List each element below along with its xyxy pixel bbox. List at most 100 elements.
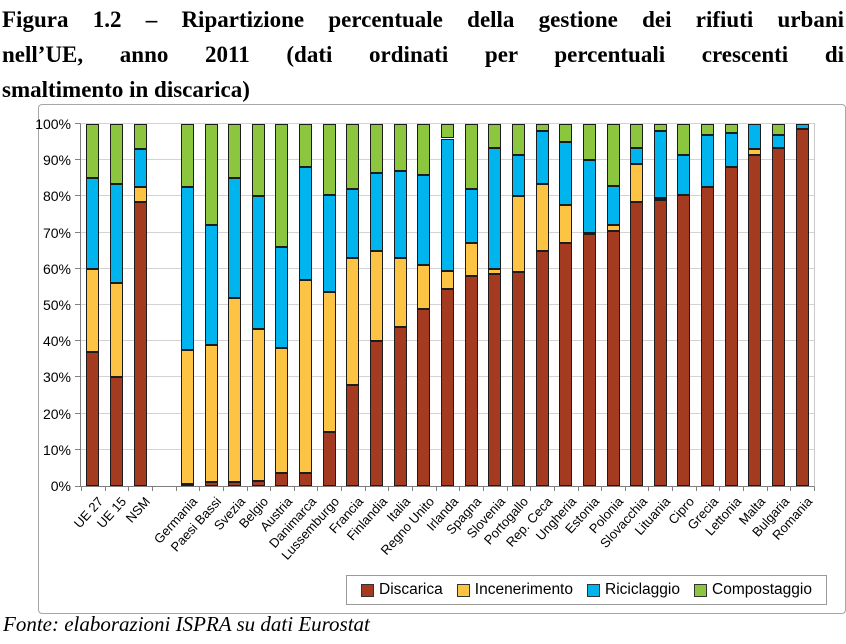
- x-axis-tick: [695, 487, 697, 491]
- bar-segment: [322, 194, 336, 293]
- bar-segment: [606, 124, 620, 186]
- y-axis-tick: [75, 448, 80, 450]
- bar-segment: [180, 484, 194, 486]
- bar-segment: [299, 167, 313, 280]
- y-tick-label: 20%: [42, 405, 71, 422]
- bar-segment: [441, 138, 454, 271]
- y-tick-label: 90%: [42, 152, 71, 169]
- bar-segment: [511, 154, 525, 197]
- bar-segment: [701, 134, 715, 188]
- bar-segment: [582, 160, 596, 233]
- legend-label-riciclaggio: Riciclaggio: [605, 581, 680, 598]
- bar-segment: [582, 234, 596, 486]
- bar-segment: [464, 243, 478, 277]
- bar-segment: [724, 124, 738, 134]
- legend-swatch-riciclaggio: [587, 583, 601, 597]
- bar-segment: [417, 308, 431, 486]
- bar-segment: [370, 172, 384, 251]
- y-axis-tick: [75, 412, 80, 414]
- bar-segment: [559, 205, 573, 244]
- x-axis-tick: [482, 487, 484, 491]
- bar-segment: [441, 270, 454, 289]
- y-axis-tick: [75, 304, 80, 305]
- bar-segment: [109, 183, 123, 284]
- bar-segment: [204, 344, 218, 483]
- bar-segment: [393, 257, 407, 327]
- figure-title-line2: nell’UE, anno 2011 (dati ordinati per pe…: [2, 42, 844, 67]
- bar-segment: [772, 134, 786, 148]
- bar-segment: [299, 279, 313, 474]
- bar-segment: [748, 124, 762, 150]
- bar-segment: [86, 124, 100, 179]
- x-axis-tick: [553, 487, 555, 491]
- bar-segment: [322, 124, 336, 195]
- bar-segment: [370, 341, 384, 486]
- bar-segment: [346, 384, 360, 486]
- bar-segment: [677, 154, 691, 195]
- bar-segment: [133, 201, 147, 486]
- bar-segment: [346, 124, 360, 190]
- bar-segment: [606, 185, 620, 226]
- bar-segment: [180, 187, 194, 351]
- x-axis-tick: [270, 487, 272, 491]
- bar-segment: [346, 189, 360, 258]
- x-axis-tick: [364, 487, 366, 491]
- legend-label-compostaggio: Compostaggio: [712, 581, 812, 598]
- y-tick-label: 0%: [50, 478, 71, 494]
- x-axis-tick: [317, 487, 319, 491]
- bar-segment: [228, 297, 242, 483]
- x-axis-tick: [388, 487, 390, 491]
- y-tick-label: 50%: [42, 297, 71, 313]
- bar-segment: [677, 124, 691, 155]
- x-axis-tick: [81, 487, 82, 491]
- bar-segment: [417, 174, 431, 266]
- bar-segment: [464, 189, 478, 244]
- y-axis-tick: [75, 376, 80, 378]
- bar-segment: [228, 178, 242, 298]
- bar-segment: [488, 147, 502, 269]
- bar-segment: [772, 147, 786, 486]
- bar-segment: [748, 149, 762, 155]
- x-axis-tick: [648, 487, 650, 491]
- bar-segment: [251, 480, 265, 486]
- bar-segment: [204, 124, 218, 226]
- bar-segment: [535, 250, 549, 486]
- bar-segment: [86, 268, 100, 353]
- bar-segment: [559, 142, 573, 206]
- figure-footer: Fonte: elaborazioni ISPRA su dati Eurost…: [3, 612, 370, 636]
- x-axis-tick: [104, 487, 106, 491]
- bar-segment: [653, 198, 667, 201]
- bar-segment: [370, 124, 384, 173]
- x-axis-tick: [624, 487, 626, 491]
- chart: 0% 10% 20% 30% 40% 50% 60% 70% 80% 90% 100% UE 27 UE…: [35, 104, 846, 614]
- y-axis-tick: [75, 486, 80, 487]
- x-axis-tick: [743, 487, 745, 491]
- y-axis-tick: [75, 231, 80, 233]
- legend-item-discarica: Discarica: [361, 581, 443, 599]
- bar-segment: [535, 183, 549, 251]
- legend-label-incenerimento: Incenerimento: [474, 581, 573, 598]
- bar-segment: [653, 124, 667, 132]
- bar-segment: [511, 196, 525, 273]
- bar-segment: [204, 225, 218, 345]
- bar-segment: [251, 328, 265, 481]
- bar-segment: [606, 230, 620, 486]
- bar-segment: [724, 133, 738, 168]
- bar-segment: [559, 124, 573, 143]
- legend-item-riciclaggio: Riciclaggio: [587, 581, 680, 599]
- bar-segment: [204, 482, 218, 486]
- bar-segment: [535, 124, 549, 132]
- bar-segment: [180, 350, 194, 485]
- y-axis-tick: [75, 267, 80, 269]
- legend-item-incenerimento: Incenerimento: [456, 581, 573, 599]
- y-axis-tick: [75, 159, 80, 161]
- bar-segment: [488, 268, 502, 275]
- y-tick-label: 80%: [42, 188, 71, 205]
- legend-swatch-discarica: [361, 583, 374, 597]
- y-tick-label: 40%: [42, 333, 71, 350]
- legend-swatch-incenerimento: [456, 583, 470, 597]
- bar-segment: [441, 124, 454, 139]
- bar-segment: [630, 163, 644, 202]
- x-axis-tick: [577, 487, 579, 491]
- y-tick-label: 70%: [42, 224, 71, 241]
